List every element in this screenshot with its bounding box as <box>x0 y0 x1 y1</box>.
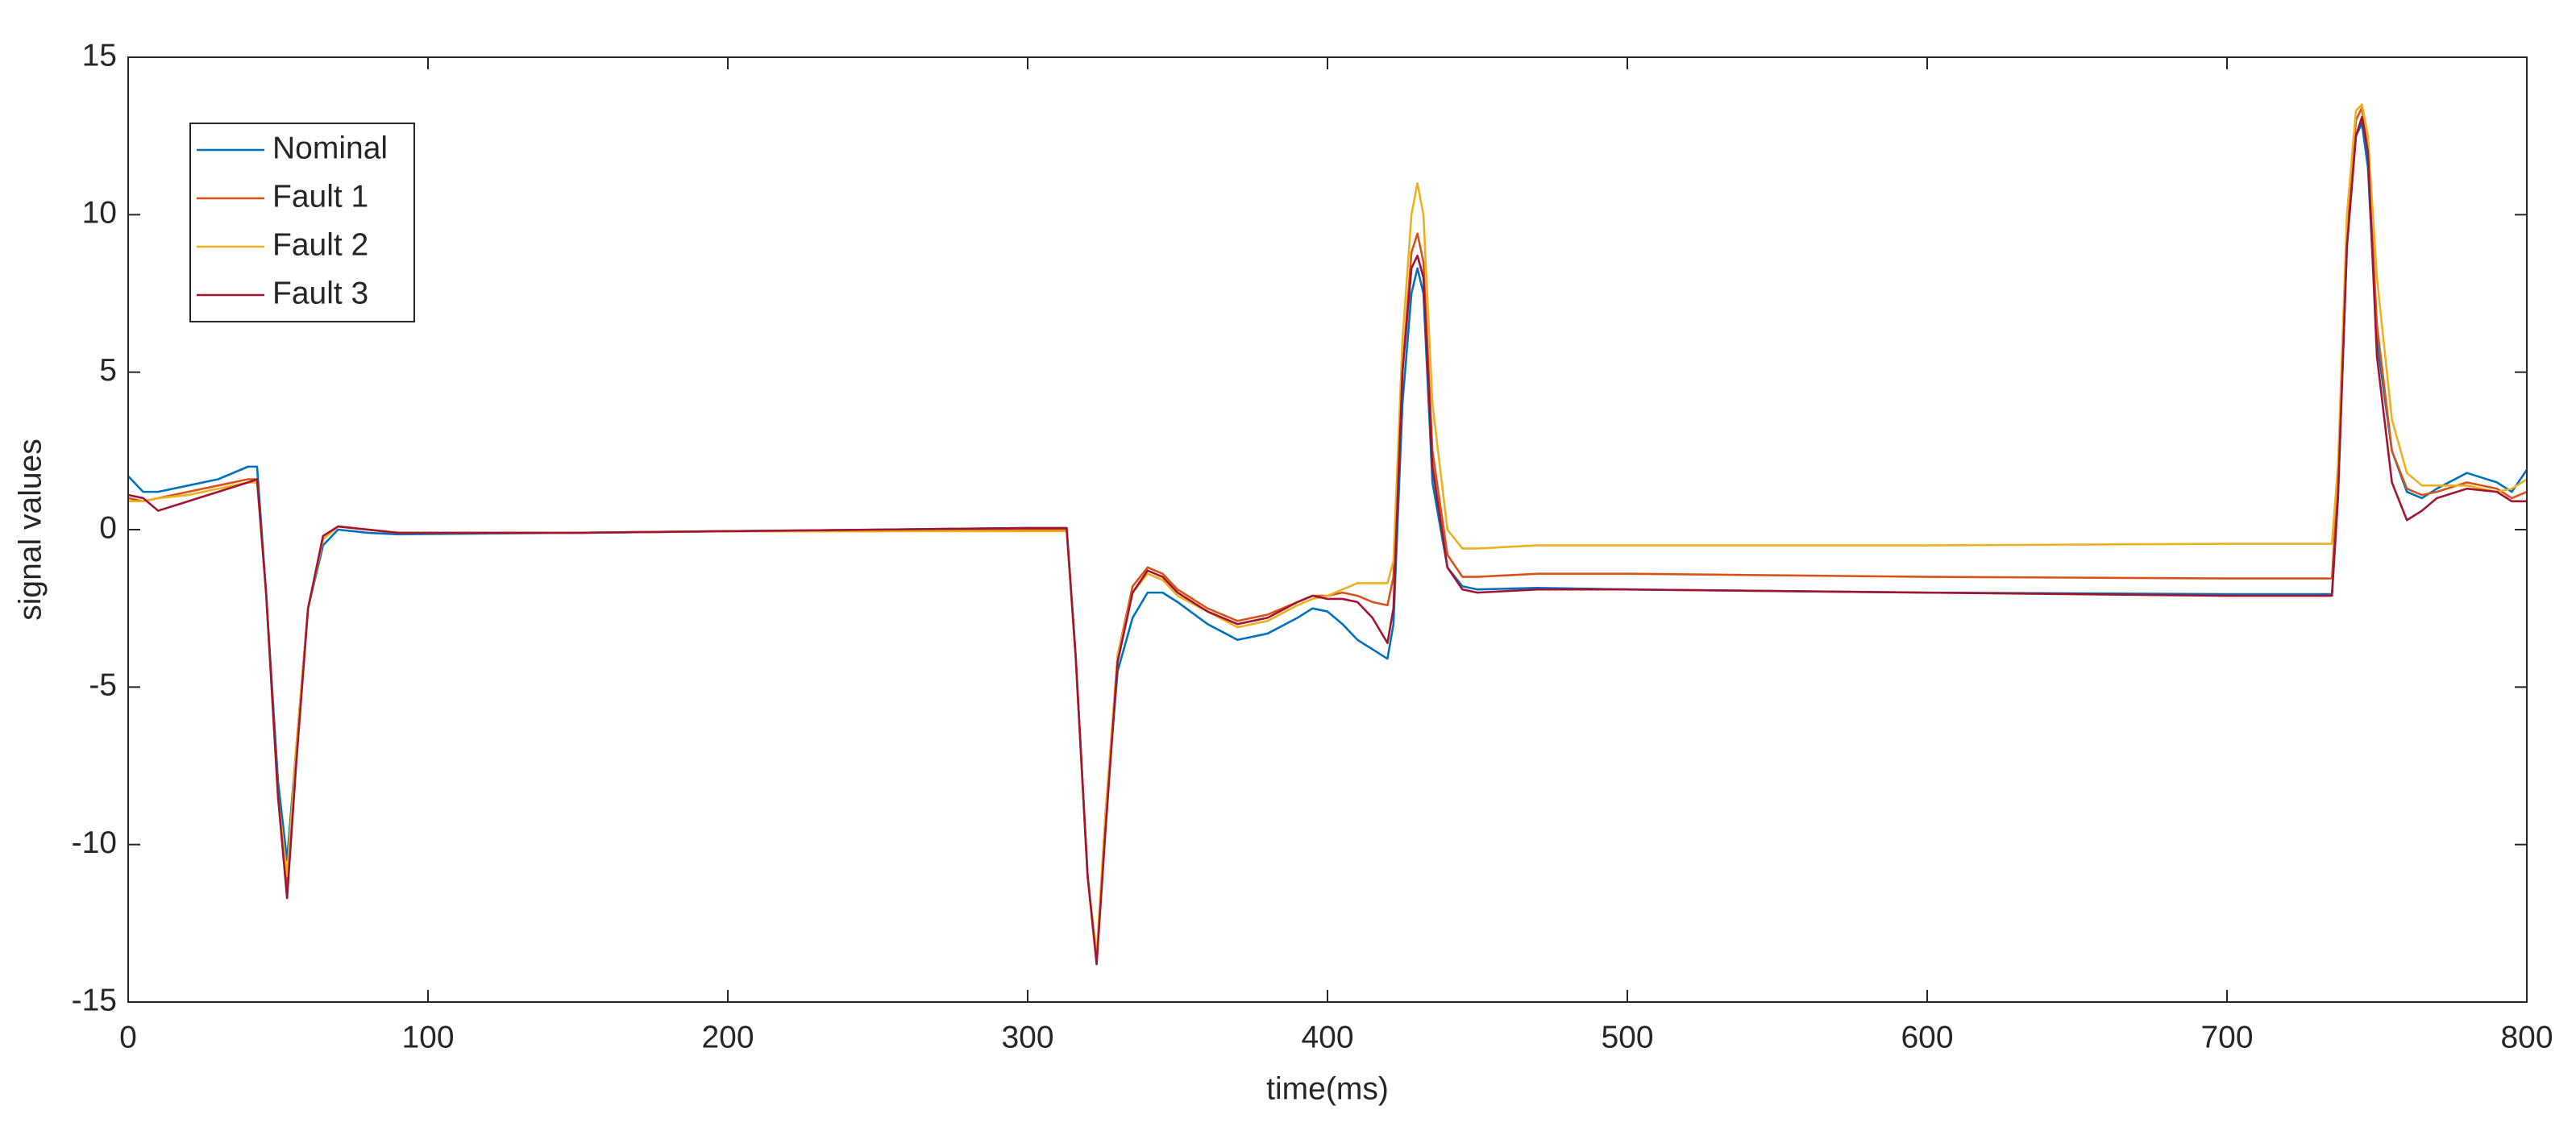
y-tick-label: 5 <box>99 353 117 388</box>
y-tick-label: -5 <box>89 668 117 703</box>
legend-label: Fault 3 <box>272 276 368 310</box>
x-tick-label: 200 <box>701 1020 754 1054</box>
y-tick-label: 10 <box>82 196 117 231</box>
y-tick-label: -10 <box>72 825 117 860</box>
legend-label: Fault 2 <box>272 227 368 262</box>
x-tick-label: 500 <box>1601 1020 1653 1054</box>
x-tick-label: 600 <box>1901 1020 1953 1054</box>
x-tick-label: 0 <box>119 1020 137 1054</box>
legend-box <box>189 123 415 322</box>
legend-label: Nominal <box>272 131 388 165</box>
x-axis-label: time(ms) <box>1266 1071 1389 1106</box>
x-tick-label: 100 <box>401 1020 454 1054</box>
y-tick-label: 15 <box>82 38 117 73</box>
plot-area <box>128 57 2527 1002</box>
x-tick-label: 300 <box>1001 1020 1053 1054</box>
y-tick-label: 0 <box>99 510 117 545</box>
series-line <box>127 115 2527 966</box>
y-axis-label: signal values <box>13 439 48 620</box>
x-tick-label: 400 <box>1301 1020 1353 1054</box>
axes-box <box>127 56 2528 1003</box>
y-tick-label: -15 <box>72 983 117 1017</box>
x-tick-label: 700 <box>2200 1020 2253 1054</box>
legend-label: Fault 1 <box>272 179 368 214</box>
x-tick-label: 800 <box>2500 1020 2553 1054</box>
